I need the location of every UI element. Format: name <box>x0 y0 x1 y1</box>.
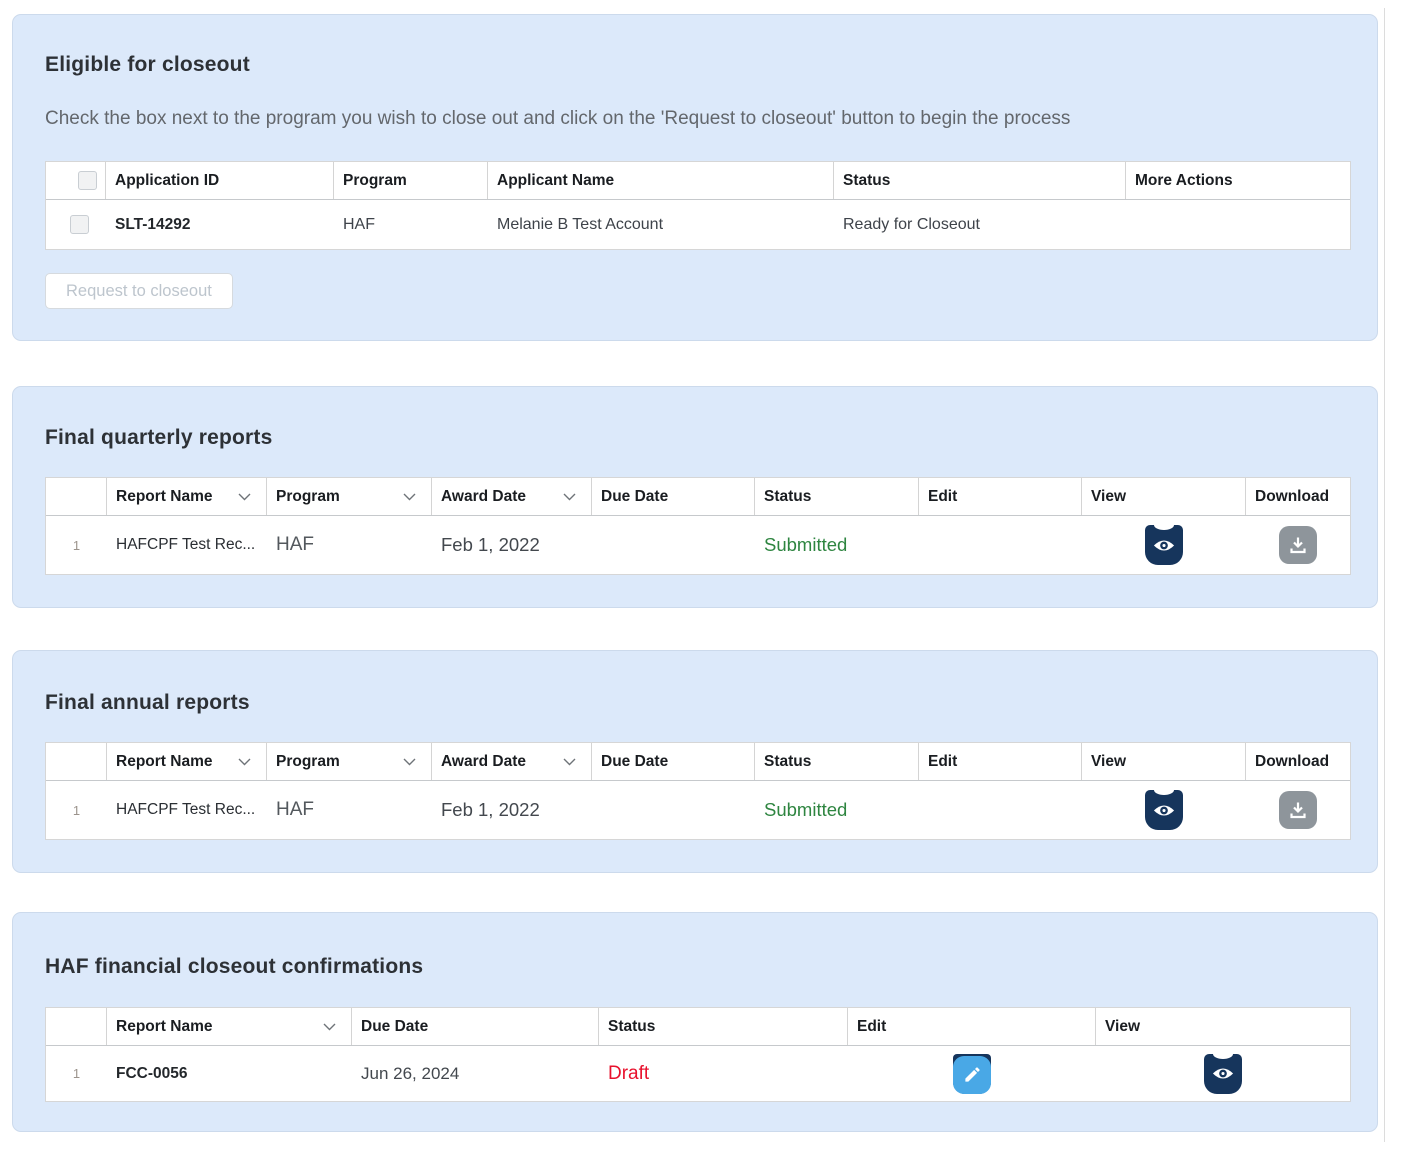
column-header-status: Status <box>599 1008 848 1045</box>
table-row: SLT-14292 HAF Melanie B Test Account Rea… <box>46 200 1350 249</box>
final-annual-reports-panel: Final annual reports Report Name Program… <box>12 650 1378 873</box>
column-header-report-name[interactable]: Report Name <box>107 1008 352 1045</box>
chevron-down-icon[interactable] <box>563 758 576 766</box>
column-header-view: View <box>1082 478 1246 515</box>
column-header-application-id: Application ID <box>106 162 334 199</box>
section-title: Final annual reports <box>45 691 250 714</box>
column-header-due-date: Due Date <box>352 1008 599 1045</box>
column-header-award-date[interactable]: Award Date <box>432 478 592 515</box>
eye-icon <box>1153 804 1175 816</box>
request-to-closeout-button[interactable]: Request to closeout <box>45 273 233 309</box>
download-cell <box>1246 526 1350 564</box>
column-header-more-actions: More Actions <box>1135 171 1233 189</box>
chevron-down-icon[interactable] <box>238 493 251 501</box>
column-header-report-name[interactable]: Report Name <box>107 743 267 780</box>
application-id-cell: SLT-14292 <box>115 215 191 233</box>
eligible-for-closeout-panel: Eligible for closeout Check the box next… <box>12 14 1378 341</box>
view-cell <box>1082 525 1246 565</box>
table-row: 1 FCC-0056 Jun 26, 2024 Draft <box>46 1046 1350 1101</box>
report-name-cell: FCC-0056 <box>116 1064 188 1082</box>
column-header-program[interactable]: Program <box>267 743 432 780</box>
column-header-report-name[interactable]: Report Name <box>107 478 267 515</box>
column-header-edit: Edit <box>919 743 1082 780</box>
status-cell: Submitted <box>764 799 848 820</box>
column-header-edit: Edit <box>848 1008 1096 1045</box>
column-header-status: Status <box>755 478 919 515</box>
due-date-cell: Jun 26, 2024 <box>361 1063 460 1083</box>
row-select-cell <box>46 215 106 234</box>
column-header-edit: Edit <box>919 478 1082 515</box>
row-number-header <box>46 478 107 515</box>
annual-table-header: Report Name Program Award Date Due Date … <box>46 743 1350 781</box>
column-header-applicant-name: Applicant Name <box>488 162 834 199</box>
chevron-down-icon[interactable] <box>403 758 416 766</box>
column-header-status: Status <box>834 162 1126 199</box>
chevron-down-icon[interactable] <box>238 758 251 766</box>
fcc-table: Report Name Due Date Status Edit View 1 … <box>45 1007 1351 1102</box>
eligible-table-header: Application ID Program Applicant Name St… <box>46 162 1350 200</box>
view-cell <box>1096 1053 1350 1094</box>
applicant-name-cell: Melanie B Test Account <box>497 215 664 233</box>
column-header-award-date[interactable]: Award Date <box>432 743 592 780</box>
column-header-program[interactable]: Program <box>267 478 432 515</box>
download-icon <box>1290 802 1306 819</box>
row-number-header <box>46 1008 107 1045</box>
eligible-table: Application ID Program Applicant Name St… <box>45 161 1351 250</box>
column-header-view: View <box>1082 743 1246 780</box>
eye-icon <box>1212 1068 1234 1079</box>
haf-financial-closeout-panel: HAF financial closeout confirmations Rep… <box>12 912 1378 1132</box>
column-header-due-date: Due Date <box>592 478 755 515</box>
chevron-down-icon[interactable] <box>403 493 416 501</box>
view-button[interactable] <box>1145 790 1183 830</box>
download-button[interactable] <box>1279 526 1317 564</box>
report-name-cell: HAFCPF Test Rec... <box>116 801 256 818</box>
quarterly-reports-table: Report Name Program Award Date Due Date … <box>45 477 1351 575</box>
download-button[interactable] <box>1279 791 1317 829</box>
column-header-status: Status <box>755 743 919 780</box>
closeout-instructions: Check the box next to the program you wi… <box>45 108 1071 129</box>
edit-cell <box>848 1053 1096 1094</box>
fcc-table-header: Report Name Due Date Status Edit View <box>46 1008 1350 1046</box>
section-title: HAF financial closeout confirmations <box>45 955 424 978</box>
status-cell: Submitted <box>764 534 848 555</box>
view-cell <box>1082 790 1246 830</box>
program-cell: HAF <box>343 215 375 233</box>
final-quarterly-reports-panel: Final quarterly reports Report Name Prog… <box>12 386 1378 608</box>
row-number-header <box>46 743 107 780</box>
chevron-down-icon[interactable] <box>323 1023 336 1031</box>
column-header-program: Program <box>334 162 488 199</box>
table-row: 1 HAFCPF Test Rec... HAF Feb 1, 2022 Sub… <box>46 516 1350 574</box>
view-button[interactable] <box>1145 525 1183 565</box>
quarterly-table-header: Report Name Program Award Date Due Date … <box>46 478 1350 516</box>
row-number-cell: 1 <box>72 537 81 553</box>
download-icon <box>1290 537 1306 554</box>
award-date-cell: Feb 1, 2022 <box>441 799 540 820</box>
status-cell: Ready for Closeout <box>843 215 980 233</box>
row-number-cell: 1 <box>72 802 81 818</box>
view-button[interactable] <box>1204 1053 1242 1094</box>
section-title: Final quarterly reports <box>45 426 273 449</box>
column-header-due-date: Due Date <box>592 743 755 780</box>
edit-button[interactable] <box>953 1053 991 1094</box>
chevron-down-icon[interactable] <box>563 493 576 501</box>
page-title: Eligible for closeout <box>45 53 250 76</box>
row-number-cell: 1 <box>72 1066 81 1081</box>
program-cell: HAF <box>276 799 314 820</box>
download-cell <box>1246 791 1350 829</box>
scrollbar-track-line <box>1384 8 1385 1142</box>
column-header-download: Download <box>1255 487 1330 505</box>
report-name-cell: HAFCPF Test Rec... <box>116 536 256 553</box>
award-date-cell: Feb 1, 2022 <box>441 534 540 555</box>
table-row: 1 HAFCPF Test Rec... HAF Feb 1, 2022 Sub… <box>46 781 1350 839</box>
annual-reports-table: Report Name Program Award Date Due Date … <box>45 742 1351 840</box>
select-all-checkbox[interactable] <box>78 171 97 190</box>
status-cell: Draft <box>608 1062 650 1084</box>
program-cell: HAF <box>276 534 314 555</box>
pencil-icon <box>964 1067 980 1082</box>
eye-icon <box>1153 539 1175 551</box>
column-header-view: View <box>1105 1017 1141 1035</box>
select-all-cell <box>46 162 106 199</box>
row-checkbox[interactable] <box>69 215 89 234</box>
column-header-download: Download <box>1255 752 1330 770</box>
